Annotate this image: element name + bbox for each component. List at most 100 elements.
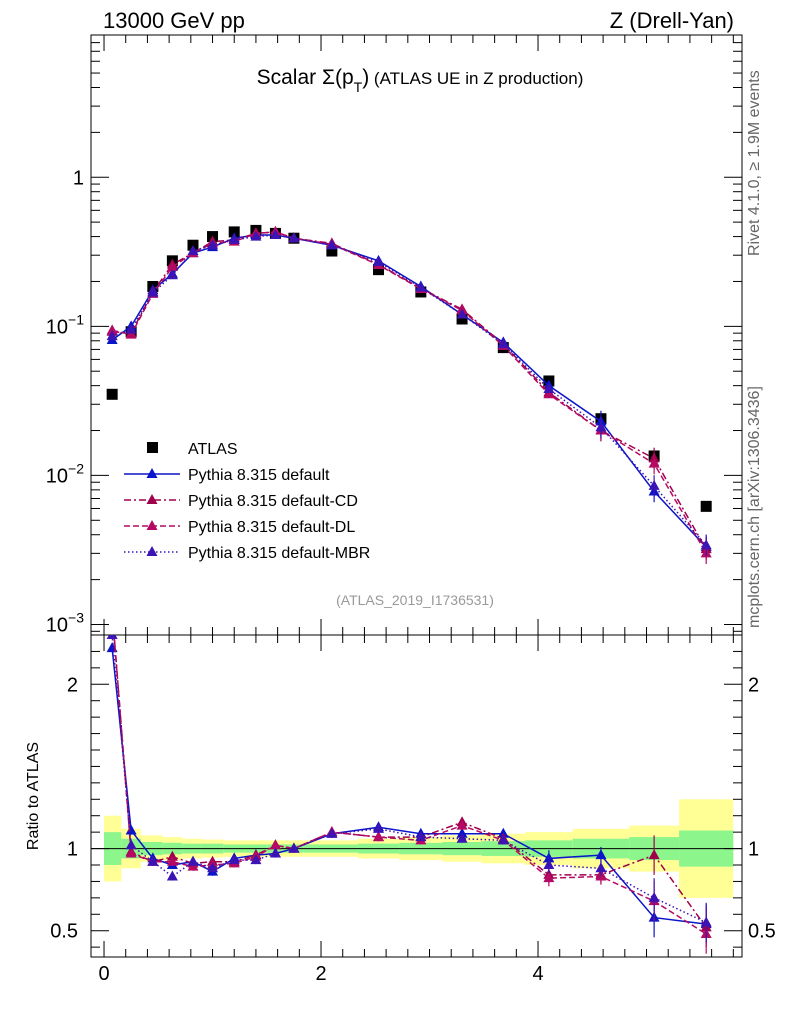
legend-label: Pythia 8.315 default-CD	[188, 493, 358, 510]
ratio-point	[700, 916, 712, 927]
y-tick-label: 1	[67, 839, 78, 861]
series-point	[543, 382, 555, 393]
ratio-point	[125, 839, 137, 850]
ratio-plot-frame	[90, 634, 743, 958]
y-tick-label: 2	[67, 674, 78, 696]
rivet-version-label: Rivet 4.1.0, ≥ 1.9M events	[746, 70, 763, 256]
ratio-point	[147, 855, 159, 866]
series-point	[700, 539, 712, 550]
legend-marker	[146, 520, 158, 530]
x-tick-label: 0	[98, 963, 109, 985]
ratio-point	[166, 870, 178, 881]
y-tick-label-right: 1	[748, 839, 759, 861]
x-tick-label: 2	[315, 963, 326, 985]
ratio-point	[456, 819, 468, 830]
series-point	[648, 479, 660, 490]
series-point	[456, 308, 468, 319]
series-point	[147, 286, 159, 297]
ratio-point	[373, 831, 385, 842]
ratio-line	[111, 648, 707, 925]
series-pythia-8-315-default-mbr	[106, 228, 712, 556]
ratio-point	[595, 862, 607, 873]
legend-label: Pythia 8.315 default	[188, 467, 330, 484]
series-point	[415, 281, 427, 292]
atlas-data-point	[326, 245, 338, 257]
legend-marker	[146, 546, 158, 556]
ratio-point	[187, 855, 199, 866]
legend-entry: Pythia 8.315 default	[124, 467, 330, 484]
ratio-point	[106, 635, 118, 639]
ratio-axis-ticks	[91, 635, 742, 957]
series-point	[166, 261, 178, 272]
ratio-point	[288, 842, 300, 853]
legend-marker	[147, 442, 158, 453]
main-series-group	[106, 224, 712, 565]
legend-entry: ATLAS	[147, 441, 238, 458]
atlas-data-point	[700, 500, 712, 512]
ratio-point	[228, 854, 240, 865]
ratio-pythia-8-315-default-dl	[107, 604, 712, 954]
series-point	[648, 457, 660, 468]
legend-marker	[146, 468, 158, 478]
title-close: )	[362, 66, 369, 89]
series-point	[125, 323, 137, 334]
ratio-point	[269, 847, 281, 858]
legend-entry: Pythia 8.315 default-MBR	[124, 545, 370, 562]
series-point	[326, 239, 338, 250]
y-tick-label: 10−2	[46, 460, 84, 487]
ratio-pythia-8-315-default-cd	[107, 604, 712, 948]
ratio-line	[113, 635, 707, 935]
ratio-point	[250, 854, 262, 865]
ratio-point	[107, 604, 118, 614]
ratio-y-tick-labels: 0.5 0.5 1 1 2 2	[50, 674, 776, 942]
series-point	[166, 269, 178, 280]
series-pythia-8-315-default-dl	[106, 225, 712, 565]
legend-entry: Pythia 8.315 default-CD	[124, 493, 358, 510]
ratio-point	[543, 859, 555, 869]
ratio-point	[497, 834, 509, 845]
ratio-point	[125, 847, 137, 858]
x-tick-label: 4	[532, 963, 543, 985]
ratio-series-group	[106, 604, 712, 954]
ratio-y-axis-label: Ratio to ATLAS	[25, 742, 42, 850]
ratio-point	[373, 822, 385, 833]
y-tick-label: 1	[73, 167, 84, 189]
ratio-line	[113, 635, 707, 928]
ratio-point	[648, 849, 660, 860]
title-rest: (ATLAS UE in Z production)	[369, 69, 583, 88]
ratio-point	[269, 839, 281, 850]
ratio-point	[595, 849, 607, 860]
ratio-point	[415, 831, 427, 842]
ratio-point	[125, 824, 137, 835]
legend-label: Pythia 8.315 default-DL	[188, 519, 355, 536]
ratio-line	[111, 635, 707, 924]
series-point	[106, 324, 118, 335]
series-point	[228, 233, 240, 244]
y-tick-label-right: 2	[748, 674, 759, 696]
y-tick-label: 10−3	[46, 609, 84, 636]
series-point	[595, 421, 607, 432]
ratio-point	[207, 862, 219, 873]
atlas-data-point	[228, 226, 240, 238]
header-left-label: 13000 GeV pp	[103, 8, 245, 33]
ratio-point	[456, 832, 468, 843]
ratio-point	[107, 604, 118, 614]
legend-label: ATLAS	[188, 441, 238, 458]
main-y-tick-labels: 10−3 10−2 10−1 1	[46, 167, 84, 636]
y-tick-label-right: 0.5	[748, 921, 776, 943]
mcplots-reference-label: mcplots.cern.ch [arXiv:1306.3436]	[746, 386, 763, 628]
series-point	[373, 256, 385, 267]
plot-title: Scalar Σ(pT) (ATLAS UE in Z production)	[257, 66, 584, 95]
atlas-data-point	[373, 264, 385, 276]
ratio-pythia-8-315-default	[106, 642, 712, 944]
series-point	[288, 232, 300, 243]
series-point	[497, 338, 509, 349]
ratio-point	[326, 827, 338, 838]
ratio-point	[166, 855, 178, 866]
legend: ATLAS Pythia 8.315 default Pythia 8.315 de…	[124, 441, 370, 562]
series-point	[269, 228, 281, 239]
y-tick-label: 10−1	[46, 311, 84, 338]
atlas-data-point	[456, 313, 468, 325]
title-subscript: T	[354, 79, 363, 95]
